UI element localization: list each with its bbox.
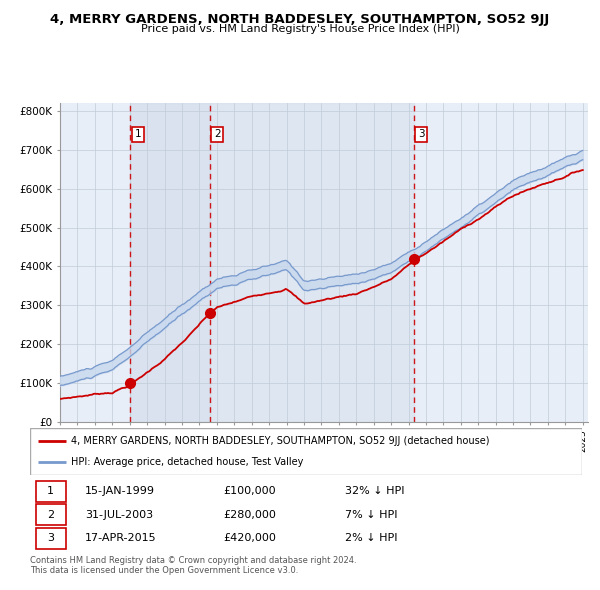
Text: 7% ↓ HPI: 7% ↓ HPI [344, 510, 397, 520]
FancyBboxPatch shape [35, 504, 66, 525]
Text: 3: 3 [47, 533, 54, 543]
Text: 2: 2 [47, 510, 54, 520]
Text: 2% ↓ HPI: 2% ↓ HPI [344, 533, 397, 543]
Bar [209, 103, 413, 422]
Text: £100,000: £100,000 [223, 486, 276, 496]
Text: HPI: Average price, detached house, Test Valley: HPI: Average price, detached house, Test… [71, 457, 304, 467]
Text: 4, MERRY GARDENS, NORTH BADDESLEY, SOUTHAMPTON, SO52 9JJ (detached house): 4, MERRY GARDENS, NORTH BADDESLEY, SOUTH… [71, 436, 490, 446]
Text: 1: 1 [47, 486, 54, 496]
Text: Price paid vs. HM Land Registry's House Price Index (HPI): Price paid vs. HM Land Registry's House … [140, 24, 460, 34]
FancyBboxPatch shape [35, 528, 66, 549]
Text: 1: 1 [135, 129, 142, 139]
Text: £280,000: £280,000 [223, 510, 276, 520]
Text: 17-APR-2015: 17-APR-2015 [85, 533, 157, 543]
Text: 2: 2 [214, 129, 220, 139]
Text: 4, MERRY GARDENS, NORTH BADDESLEY, SOUTHAMPTON, SO52 9JJ: 4, MERRY GARDENS, NORTH BADDESLEY, SOUTH… [50, 13, 550, 26]
FancyBboxPatch shape [30, 428, 582, 475]
Text: This data is licensed under the Open Government Licence v3.0.: This data is licensed under the Open Gov… [30, 566, 298, 575]
Text: 15-JAN-1999: 15-JAN-1999 [85, 486, 155, 496]
Text: 32% ↓ HPI: 32% ↓ HPI [344, 486, 404, 496]
Text: £420,000: £420,000 [223, 533, 276, 543]
Text: 3: 3 [418, 129, 425, 139]
Text: 31-JUL-2003: 31-JUL-2003 [85, 510, 154, 520]
FancyBboxPatch shape [35, 481, 66, 502]
Bar [130, 103, 209, 422]
Text: Contains HM Land Registry data © Crown copyright and database right 2024.: Contains HM Land Registry data © Crown c… [30, 556, 356, 565]
